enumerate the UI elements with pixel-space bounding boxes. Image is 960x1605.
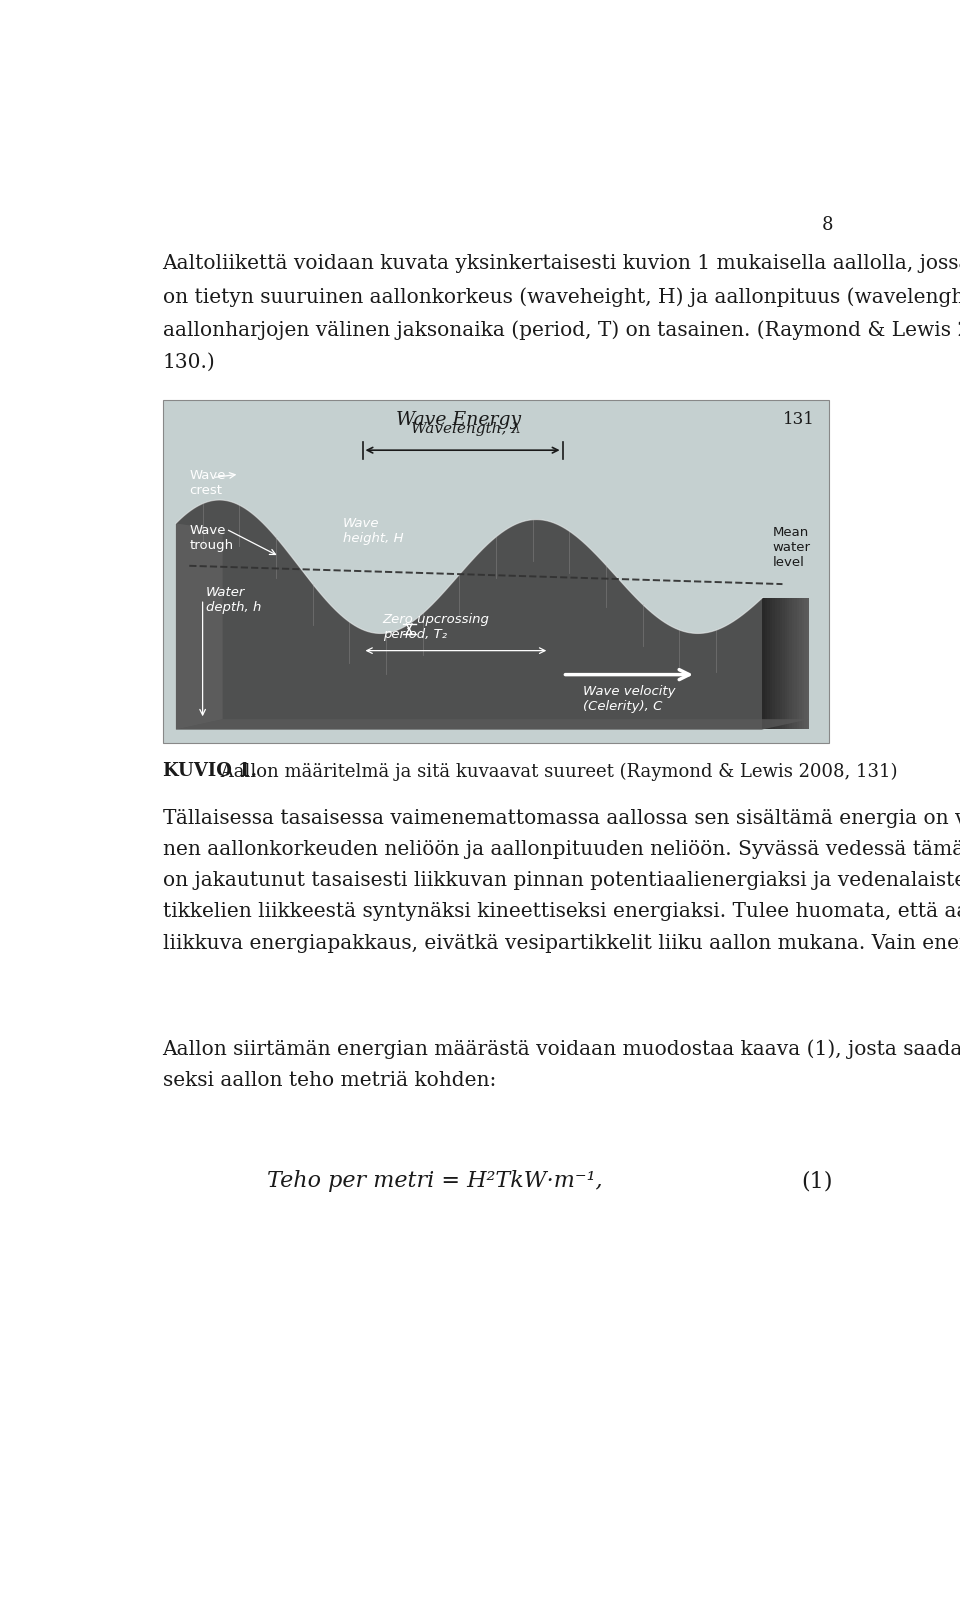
Text: Wave velocity
(Celerity), C: Wave velocity (Celerity), C [583, 685, 675, 713]
Text: 8: 8 [822, 215, 833, 234]
Polygon shape [797, 597, 800, 729]
Text: Aaltoliikettä voidaan kuvata yksinkertaisesti kuvion 1 mukaisella aallolla, joss: Aaltoliikettä voidaan kuvata yksinkertai… [162, 254, 960, 371]
Polygon shape [787, 597, 789, 729]
Polygon shape [782, 597, 784, 729]
Polygon shape [806, 597, 809, 729]
Polygon shape [765, 597, 767, 729]
Text: Tällaisessa tasaisessa vaimenemattomassa aallossa sen sisältämä energia on verra: Tällaisessa tasaisessa vaimenemattomassa… [162, 809, 960, 953]
Polygon shape [762, 597, 765, 729]
Text: Water
depth, h: Water depth, h [206, 586, 261, 613]
Polygon shape [176, 501, 762, 729]
Text: Wave
height, H: Wave height, H [343, 517, 403, 546]
Text: Zero upcrossing
period, T₂: Zero upcrossing period, T₂ [383, 613, 490, 640]
Polygon shape [176, 719, 809, 729]
Polygon shape [794, 597, 797, 729]
Polygon shape [800, 597, 802, 729]
Polygon shape [770, 597, 772, 729]
Polygon shape [789, 597, 792, 729]
Polygon shape [804, 597, 806, 729]
Text: 131: 131 [782, 411, 814, 429]
Bar [162, 401, 829, 743]
Text: Mean
water
level: Mean water level [773, 526, 810, 570]
Text: (1): (1) [802, 1170, 833, 1193]
Polygon shape [775, 597, 778, 729]
Text: Aallon määritelmä ja sitä kuvaavat suureet (Raymond & Lewis 2008, 131): Aallon määritelmä ja sitä kuvaavat suure… [214, 762, 897, 780]
Text: Wave
trough: Wave trough [189, 523, 233, 552]
Polygon shape [792, 597, 794, 729]
Polygon shape [784, 597, 787, 729]
Polygon shape [802, 597, 804, 729]
Polygon shape [780, 597, 782, 729]
Text: Teho per metri = H²TkW·m⁻¹,: Teho per metri = H²TkW·m⁻¹, [267, 1170, 603, 1193]
Text: Wave Energy: Wave Energy [396, 411, 521, 429]
Polygon shape [778, 597, 780, 729]
Text: Wavelength, λ: Wavelength, λ [411, 422, 521, 437]
Text: KUVIO 1.: KUVIO 1. [162, 762, 256, 780]
Polygon shape [767, 597, 770, 729]
Polygon shape [176, 523, 223, 729]
Text: Aallon siirtämän energian määrästä voidaan muodostaa kaava (1), josta saadaan tu: Aallon siirtämän energian määrästä voida… [162, 1040, 960, 1090]
Polygon shape [772, 597, 775, 729]
Text: Wave
crest: Wave crest [189, 469, 226, 498]
